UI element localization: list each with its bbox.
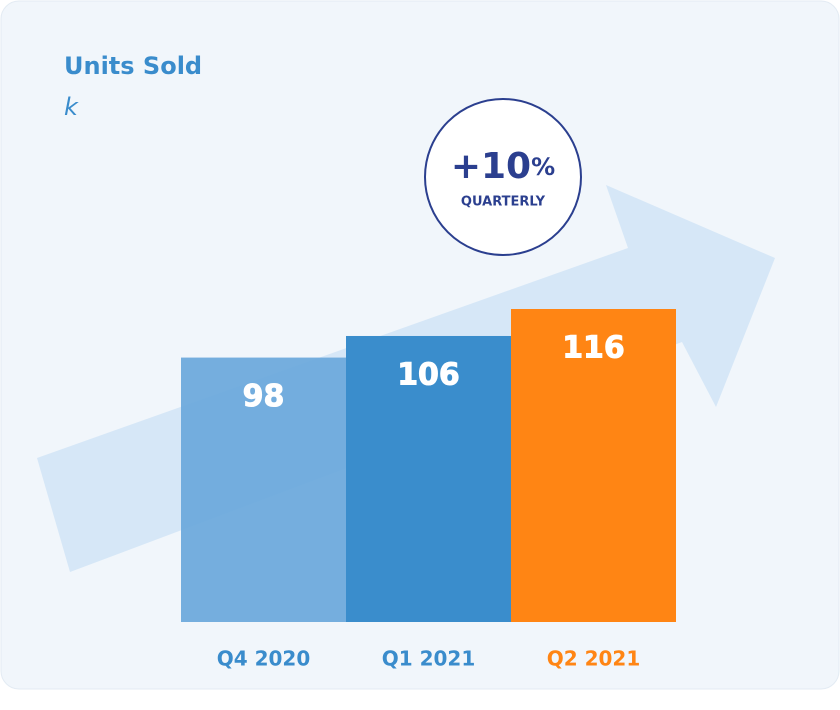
badge-value: +10% xyxy=(451,146,555,187)
value-label: 116 xyxy=(562,331,625,366)
badge-unit: % xyxy=(531,153,555,181)
bar xyxy=(181,357,346,622)
x-tick-label: Q4 2020 xyxy=(217,647,311,671)
x-tick-label: Q1 2021 xyxy=(382,647,476,671)
value-label: 98 xyxy=(243,379,285,414)
x-tick-label: Q2 2021 xyxy=(547,647,641,671)
bar xyxy=(511,309,676,622)
value-label: 106 xyxy=(397,357,460,392)
badge xyxy=(424,98,582,256)
badge-caption: QUARTERLY xyxy=(461,195,546,210)
badge-text: +10 xyxy=(451,146,531,187)
bar xyxy=(346,335,511,622)
chart-subtitle: k xyxy=(64,93,79,121)
chart-title: Units Sold xyxy=(64,52,202,80)
bars: 98 Q4 2020 106 Q1 2021 116 Q2 2021 xyxy=(181,309,676,671)
